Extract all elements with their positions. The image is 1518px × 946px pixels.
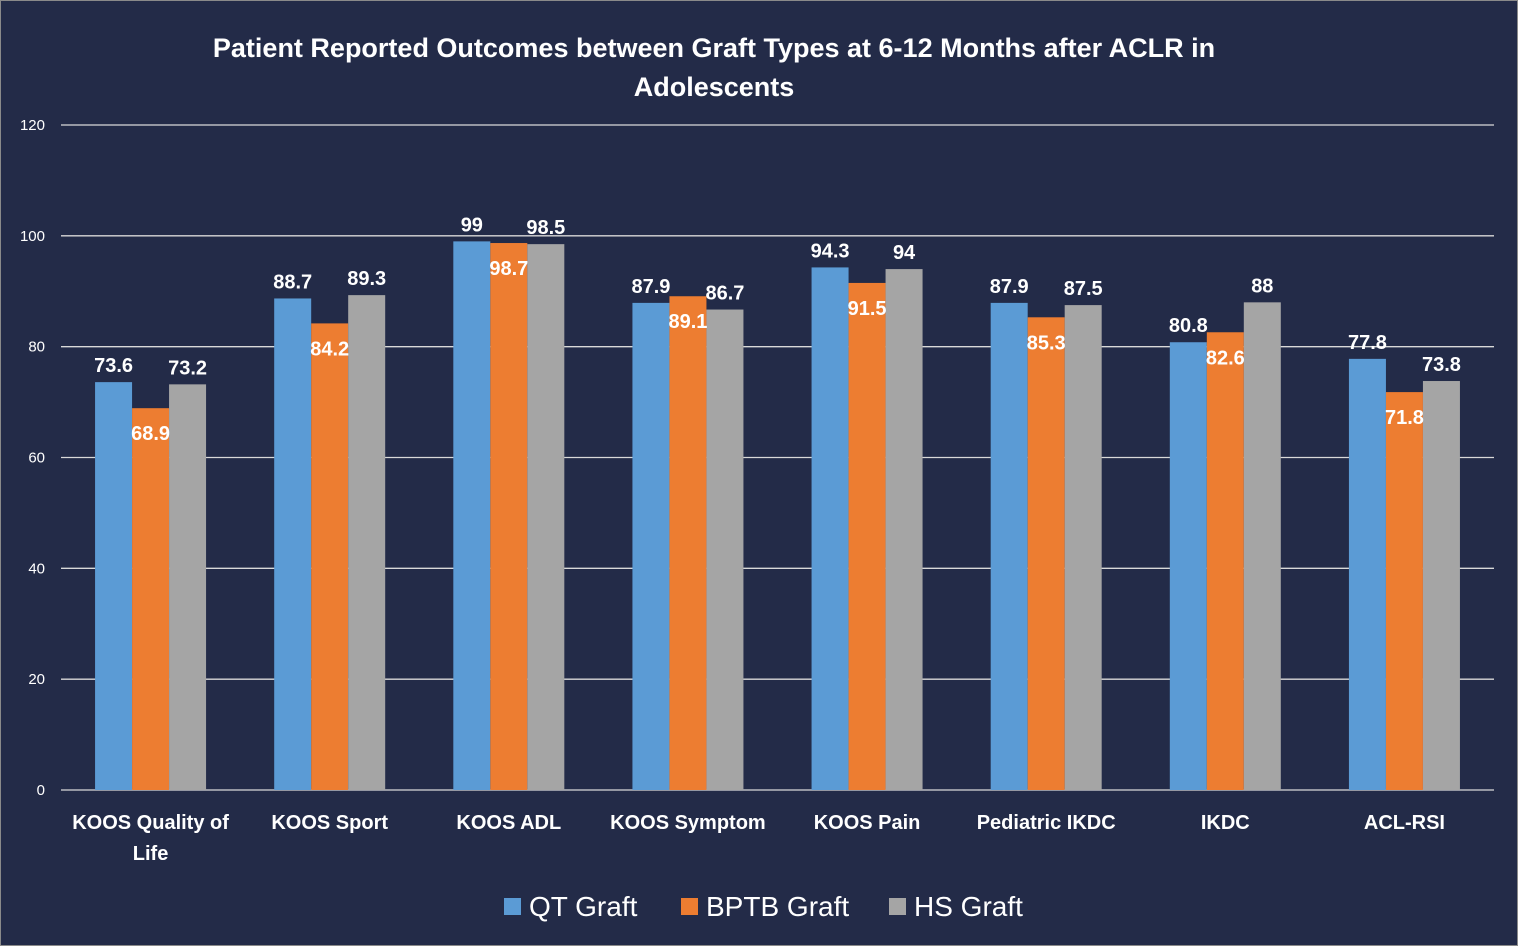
y-tick-label-60: 60 xyxy=(28,450,45,467)
bar-qt-graft-2 xyxy=(453,241,491,790)
y-tick-label-20: 20 xyxy=(28,671,45,688)
data-label-bptb-graft-1: 84.2 xyxy=(310,338,349,360)
bar-bptb-graft-0 xyxy=(132,408,170,790)
bar-hs-graft-3 xyxy=(706,309,744,790)
bar-qt-graft-7 xyxy=(1348,358,1386,790)
bar-hs-graft-6 xyxy=(1243,302,1281,790)
bar-qt-graft-0 xyxy=(95,382,133,790)
x-axis-ticks: KOOS Quality of Life KOOS Sport KOOS ADL KOO… xyxy=(72,812,1445,865)
legend-label-hs-graft: HS Graft xyxy=(914,891,1023,922)
bar-bptb-graft-1 xyxy=(311,323,349,790)
data-labels: 73.6 88.7 99 87.9 94.3 87.9 80.8 77.8 68.9 84.2 98… xyxy=(94,214,1461,445)
x-tick-label-3: KOOS Symptom xyxy=(610,812,766,834)
data-label-qt-graft-5: 87.9 xyxy=(990,276,1029,298)
data-label-qt-graft-0: 73.6 xyxy=(94,355,133,377)
data-label-bptb-graft-3: 89.1 xyxy=(668,311,707,333)
bar-hs-graft-7 xyxy=(1422,381,1460,790)
data-label-hs-graft-0: 73.2 xyxy=(168,357,207,379)
x-tick-label-2: KOOS ADL xyxy=(456,812,561,834)
bar-hs-graft-1 xyxy=(348,295,386,790)
data-label-qt-graft-2: 99 xyxy=(461,214,483,236)
y-axis-ticks: 0 20 40 60 80 100 120 xyxy=(20,117,45,799)
data-label-hs-graft-4: 94 xyxy=(893,242,916,264)
data-label-bptb-graft-7: 71.8 xyxy=(1385,407,1424,429)
x-tick-label-6: IKDC xyxy=(1201,812,1250,834)
legend-swatch-hs-graft xyxy=(889,898,906,915)
bar-bptb-graft-3 xyxy=(669,296,707,790)
data-label-bptb-graft-2: 98.7 xyxy=(489,258,528,280)
y-tick-label-120: 120 xyxy=(20,117,45,134)
data-label-hs-graft-1: 89.3 xyxy=(347,268,386,290)
legend-swatch-bptb-graft xyxy=(681,898,698,915)
legend-label-qt-graft: QT Graft xyxy=(529,891,638,922)
bar-bptb-graft-2 xyxy=(490,243,528,791)
data-label-bptb-graft-0: 68.9 xyxy=(131,423,170,445)
bars xyxy=(95,241,1460,791)
bar-bptb-graft-4 xyxy=(848,282,886,790)
bar-hs-graft-0 xyxy=(169,384,207,790)
data-label-hs-graft-7: 73.8 xyxy=(1422,354,1461,376)
data-label-qt-graft-1: 88.7 xyxy=(273,271,312,293)
data-label-hs-graft-5: 87.5 xyxy=(1064,278,1103,300)
chart-title: Patient Reported Outcomes between Graft … xyxy=(213,33,1215,102)
bar-hs-graft-4 xyxy=(885,269,923,790)
bar-qt-graft-4 xyxy=(811,267,849,790)
y-tick-label-40: 40 xyxy=(28,560,45,577)
data-label-bptb-graft-5: 85.3 xyxy=(1027,332,1066,354)
legend-swatch-qt-graft xyxy=(504,898,521,915)
bar-qt-graft-6 xyxy=(1169,342,1207,790)
y-tick-label-100: 100 xyxy=(20,228,45,245)
bar-qt-graft-3 xyxy=(632,302,670,790)
legend-label-bptb-graft: BPTB Graft xyxy=(706,891,849,922)
x-tick-label-1: KOOS Sport xyxy=(271,812,388,834)
bar-bptb-graft-7 xyxy=(1385,392,1423,790)
bar-qt-graft-1 xyxy=(274,298,312,790)
bar-qt-graft-5 xyxy=(990,302,1028,790)
data-label-qt-graft-6: 80.8 xyxy=(1169,315,1208,337)
data-label-qt-graft-7: 77.8 xyxy=(1348,332,1387,354)
bar-hs-graft-2 xyxy=(527,244,565,791)
data-label-qt-graft-4: 94.3 xyxy=(811,240,850,262)
chart-title-line-1: Adolescents xyxy=(634,72,795,102)
data-label-qt-graft-3: 87.9 xyxy=(631,276,670,298)
y-tick-label-80: 80 xyxy=(28,339,45,356)
data-label-hs-graft-3: 86.7 xyxy=(705,283,744,305)
x-tick-label-5: Pediatric IKDC xyxy=(977,812,1116,834)
x-tick-label-7: ACL-RSI xyxy=(1364,812,1445,834)
x-tick-label-4: KOOS Pain xyxy=(814,812,921,834)
data-label-bptb-graft-4: 91.5 xyxy=(848,298,887,320)
data-label-hs-graft-2: 98.5 xyxy=(526,217,565,239)
x-tick-label-0-line-1: Life xyxy=(133,843,169,865)
bar-bptb-graft-6 xyxy=(1206,332,1244,790)
bar-hs-graft-5 xyxy=(1064,305,1102,790)
x-tick-label-0: KOOS Quality of xyxy=(72,812,229,834)
legend: QT Graft BPTB Graft HS Graft xyxy=(504,891,1023,922)
y-tick-label-0: 0 xyxy=(37,782,45,799)
chart-title-line-0: Patient Reported Outcomes between Graft … xyxy=(213,33,1215,63)
bar-bptb-graft-5 xyxy=(1027,317,1065,790)
data-label-bptb-graft-6: 82.6 xyxy=(1206,347,1245,369)
data-label-hs-graft-6: 88 xyxy=(1251,275,1273,297)
